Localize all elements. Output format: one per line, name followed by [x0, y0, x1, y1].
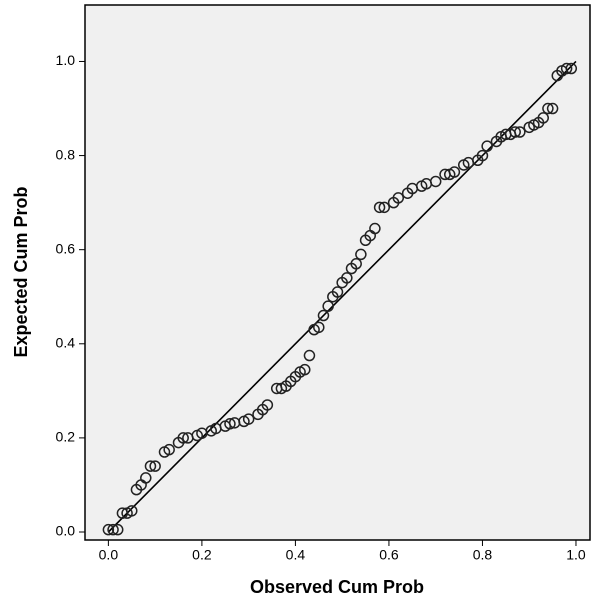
- y-tick-label: 0.4: [56, 334, 76, 350]
- chart: Observed Cum Prob Expected Cum Prob 0.0 0…: [0, 0, 595, 603]
- y-tick-label: 0.2: [56, 429, 76, 445]
- x-tick-label: 0.6: [379, 547, 399, 563]
- plot-background: [85, 5, 590, 540]
- x-axis-title: Observed Cum Prob: [250, 577, 424, 597]
- x-tick-label: 0.0: [99, 547, 119, 563]
- x-tick-label: 1.0: [566, 547, 586, 563]
- x-tick-label: 0.4: [286, 547, 306, 563]
- y-tick-label: 1.0: [56, 52, 76, 68]
- y-axis-title: Expected Cum Prob: [11, 186, 31, 357]
- y-tick-label: 0.8: [56, 146, 76, 162]
- x-tick-label: 0.2: [192, 547, 212, 563]
- x-tick-label: 0.8: [473, 547, 493, 563]
- y-tick-label: 0.0: [56, 523, 76, 539]
- y-tick-label: 0.6: [56, 240, 76, 256]
- page: Observed Cum Prob Expected Cum Prob 0.0 0…: [0, 0, 595, 608]
